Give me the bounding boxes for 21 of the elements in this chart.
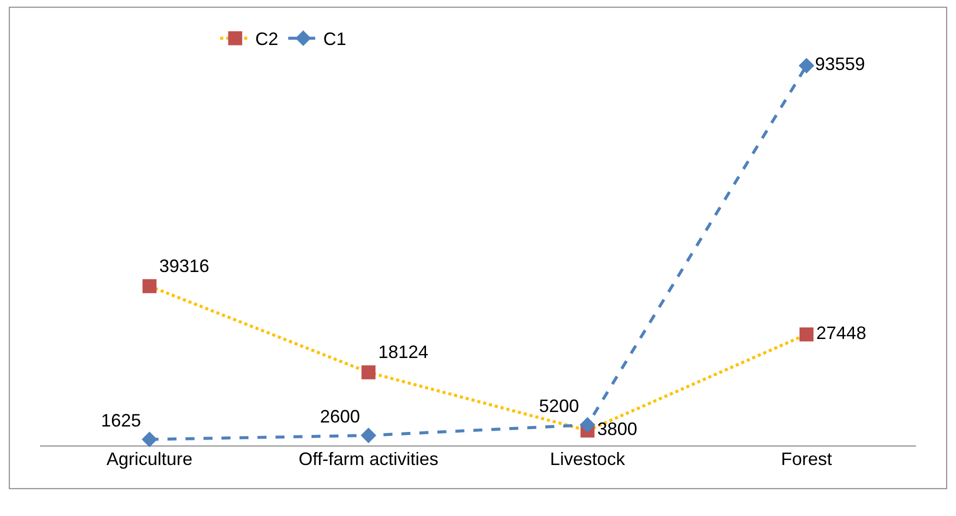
data-label: 39316 <box>159 256 210 276</box>
data-label: 93559 <box>815 54 866 74</box>
data-label: 3800 <box>597 419 638 440</box>
point <box>142 432 158 448</box>
legend-label: C2 <box>255 29 278 50</box>
x-tick-label: Livestock <box>550 449 626 469</box>
point <box>800 327 814 342</box>
legend-label: C1 <box>323 29 346 50</box>
data-label: 27448 <box>816 322 866 343</box>
data-label: 1625 <box>100 410 141 430</box>
data-label: 18124 <box>378 342 428 362</box>
data-label: 2600 <box>320 406 360 426</box>
point <box>142 279 156 294</box>
point <box>360 428 376 444</box>
point <box>580 417 596 433</box>
x-tick-label: Agriculture <box>106 449 193 469</box>
data-label: 5200 <box>538 396 579 416</box>
x-tick-label: Forest <box>780 449 832 469</box>
point <box>362 365 376 380</box>
point <box>798 58 814 74</box>
x-tick-label: Off-farm activities <box>298 449 438 469</box>
